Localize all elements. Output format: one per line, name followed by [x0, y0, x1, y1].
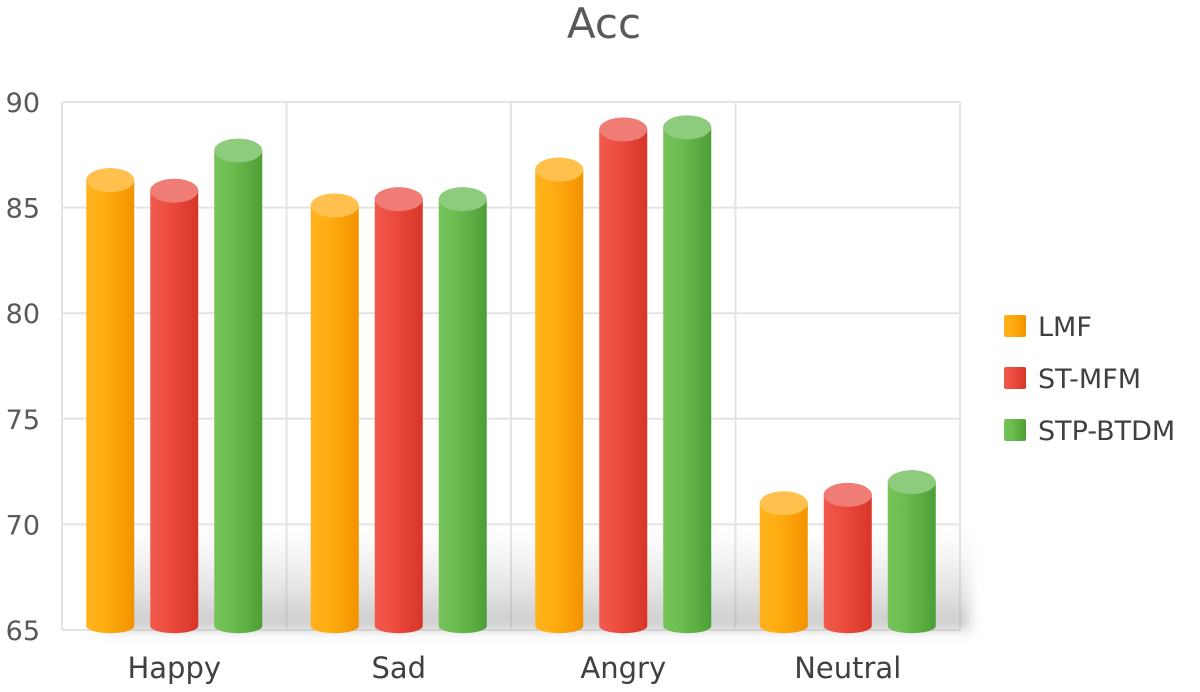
- bar-body: [214, 150, 263, 634]
- bar-cap-highlight: [759, 491, 808, 516]
- bar-cap-highlight: [150, 178, 199, 203]
- bar-cap: [374, 187, 423, 212]
- x-axis: Happy Sad Angry Neutral: [127, 651, 901, 685]
- bar: [759, 491, 808, 634]
- bar-cap-highlight: [374, 187, 423, 212]
- x-tick-label: Happy: [127, 651, 221, 685]
- bars: [86, 115, 936, 634]
- bar-cap: [150, 178, 199, 203]
- legend-item: LMF: [1004, 312, 1092, 343]
- bar-cap: [86, 168, 135, 193]
- bar-cap: [887, 470, 936, 495]
- y-tick-label: 90: [6, 88, 40, 119]
- bar-cap: [214, 138, 263, 163]
- y-tick-label: 80: [6, 299, 40, 330]
- bar: [150, 178, 199, 634]
- bar: [599, 117, 648, 634]
- x-tick-label: Sad: [371, 651, 426, 685]
- bar: [887, 470, 936, 634]
- bar-body: [310, 205, 359, 634]
- bar-cap-highlight: [535, 157, 584, 182]
- legend-label: ST-MFM: [1038, 364, 1141, 395]
- bar-cap-highlight: [663, 115, 712, 140]
- bar: [438, 187, 487, 634]
- bar-cap: [663, 115, 712, 140]
- bar-cap: [823, 482, 872, 507]
- x-tick-label: Angry: [580, 651, 666, 685]
- bar-cap-highlight: [86, 168, 135, 193]
- legend: LMF ST-MFM STP-BTDM: [1004, 312, 1175, 447]
- y-tick-label: 65: [6, 616, 40, 647]
- bar-body: [759, 503, 808, 634]
- legend-item: STP-BTDM: [1004, 416, 1175, 447]
- bar: [310, 193, 359, 634]
- bar-cap: [759, 491, 808, 516]
- y-tick-label: 85: [6, 194, 40, 225]
- bar-body: [374, 199, 423, 634]
- bar-body: [535, 169, 584, 634]
- y-axis: 65 70 75 80 85 90: [6, 88, 40, 647]
- bar-cap-highlight: [887, 470, 936, 495]
- bar: [214, 138, 263, 634]
- chart-title: Acc: [567, 0, 641, 48]
- bar-cap: [535, 157, 584, 182]
- bar-cap-highlight: [310, 193, 359, 218]
- bar: [86, 168, 135, 634]
- bar-cap-highlight: [599, 117, 648, 142]
- legend-item: ST-MFM: [1004, 364, 1141, 395]
- legend-swatch: [1004, 367, 1026, 389]
- bar: [663, 115, 712, 634]
- legend-swatch: [1004, 315, 1026, 337]
- bar-cap: [310, 193, 359, 218]
- bar-cap-highlight: [823, 482, 872, 507]
- legend-swatch: [1004, 419, 1026, 441]
- bar-body: [599, 129, 648, 634]
- bar-cap: [599, 117, 648, 142]
- bar-body: [663, 127, 712, 634]
- bar-body: [438, 199, 487, 634]
- bar-body: [887, 482, 936, 634]
- bar: [374, 187, 423, 634]
- y-tick-label: 75: [6, 405, 40, 436]
- x-tick-label: Neutral: [794, 651, 901, 685]
- y-tick-label: 70: [6, 510, 40, 541]
- bar-cap-highlight: [438, 187, 487, 212]
- bar: [535, 157, 584, 634]
- legend-label: LMF: [1038, 312, 1092, 343]
- bar-cap-highlight: [214, 138, 263, 163]
- legend-label: STP-BTDM: [1038, 416, 1175, 447]
- bar-cap: [438, 187, 487, 212]
- bar-body: [150, 190, 199, 634]
- bar-body: [86, 180, 135, 634]
- bar-body: [823, 494, 872, 634]
- bar: [823, 482, 872, 634]
